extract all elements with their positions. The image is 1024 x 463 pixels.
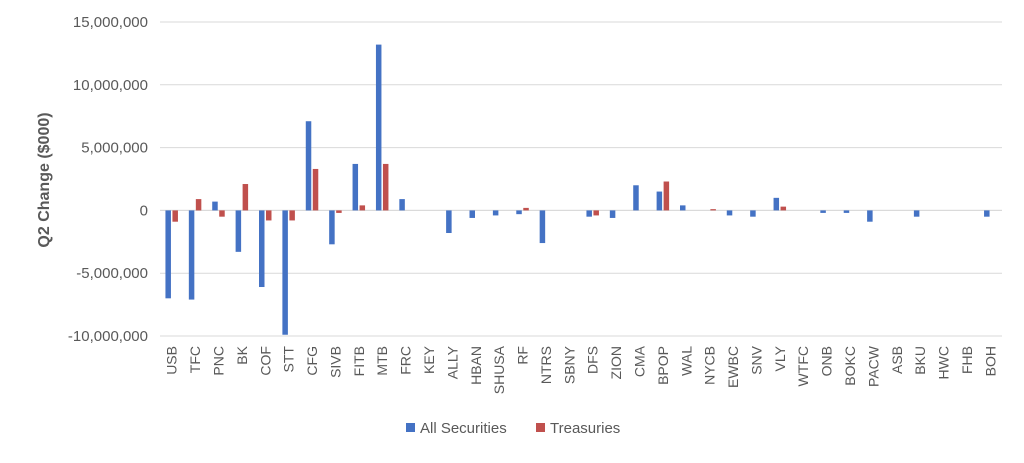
bar-all-securities-stt — [282, 210, 288, 335]
bar-treasuries-nycb — [710, 209, 716, 211]
bar-treasuries-cof — [266, 210, 272, 221]
x-axis-ticks: USB TFC PNC BK COF STT CFG SIVB FITB MTB FRC KEY ALL… — [164, 345, 999, 394]
x-tick-label: FHB — [959, 346, 975, 374]
legend-label-treasuries: Treasuries — [550, 420, 620, 437]
y-tick-label: -5,000,000 — [76, 265, 148, 282]
bar-all-securities-tfc — [188, 210, 195, 300]
bar-all-securities-ally — [446, 210, 452, 234]
bar-all-securities-vly — [773, 197, 780, 211]
x-tick-label: VLY — [772, 345, 788, 371]
x-tick-label: BOKC — [842, 346, 858, 386]
bar-treasuries-sivb — [336, 210, 342, 213]
x-tick-label: RF — [515, 346, 531, 365]
x-tick-label: ASB — [889, 346, 905, 374]
bar-all-securities-pacw — [867, 210, 873, 222]
bar-all-securities-onb — [820, 210, 826, 213]
x-tick-label: CMA — [631, 345, 647, 377]
x-tick-label: MTB — [374, 346, 390, 376]
bar-all-securities-pnc — [212, 201, 218, 211]
x-tick-label: FRC — [398, 346, 414, 375]
bar-all-securities-wal — [680, 205, 686, 211]
bar-all-securities-snv — [750, 210, 756, 217]
bar-all-securities-cma — [633, 185, 639, 211]
x-tick-label: BPOP — [655, 346, 671, 385]
bar-all-securities-cfg — [305, 121, 312, 211]
x-tick-label: HWC — [936, 346, 952, 379]
bar-treasuries-stt — [289, 210, 295, 221]
x-tick-label: SBNY — [561, 345, 577, 384]
x-tick-label: FITB — [351, 346, 367, 376]
bar-all-securities-bokc — [843, 210, 850, 213]
bar-treasuries-vly — [780, 206, 787, 211]
x-tick-label: COF — [257, 346, 273, 376]
bar-treasuries-fitb — [359, 205, 366, 211]
bar-all-securities-bpop — [656, 191, 663, 211]
bar-treasuries-tfc — [195, 199, 202, 211]
x-tick-label: CFG — [304, 346, 320, 376]
x-tick-label: PNC — [210, 346, 226, 376]
y-tick-label: 5,000,000 — [81, 140, 148, 157]
bar-treasuries-bpop — [663, 181, 670, 211]
x-tick-label: NTRS — [538, 346, 554, 384]
x-tick-label: USB — [164, 346, 180, 375]
legend-swatch-treasuries — [536, 423, 545, 432]
legend-label-all-securities: All Securities — [420, 420, 507, 437]
y-tick-label: 15,000,000 — [73, 14, 148, 31]
x-tick-label: NYCB — [702, 346, 718, 385]
bar-all-securities-dfs — [586, 210, 592, 217]
bar-all-securities-ewbc — [726, 210, 733, 216]
x-tick-label: SHUSA — [491, 345, 507, 394]
bar-treasuries-pnc — [219, 210, 225, 217]
grid-lines — [160, 21, 1002, 337]
bar-all-securities-boh — [984, 210, 990, 217]
x-tick-label: HBAN — [468, 346, 484, 385]
legend-swatch-all-securities — [406, 423, 415, 432]
x-tick-label: EWBC — [725, 346, 741, 388]
bar-all-securities-fitb — [352, 163, 359, 211]
bars — [165, 44, 990, 335]
x-tick-label: TFC — [187, 346, 203, 373]
legend: All Securities Treasuries — [406, 420, 620, 437]
bar-treasuries-cfg — [312, 168, 319, 211]
x-tick-label: STT — [281, 346, 297, 373]
bar-all-securities-hban — [469, 210, 475, 218]
y-tick-label: -10,000,000 — [68, 328, 148, 345]
y-axis-title: Q2 Change ($000) — [36, 112, 53, 247]
bar-all-securities-usb — [165, 210, 171, 299]
bar-all-securities-bku — [913, 210, 920, 217]
y-tick-label: 10,000,000 — [73, 77, 148, 94]
y-axis-ticks: 15,000,000 10,000,000 5,000,000 0 -5,000,000… — [68, 14, 148, 345]
x-tick-label: KEY — [421, 345, 437, 374]
bar-all-securities-cof — [259, 210, 265, 288]
x-tick-label: BOH — [982, 346, 998, 376]
x-tick-label: BKU — [912, 346, 928, 375]
bar-all-securities-zion — [609, 210, 616, 218]
x-tick-label: WAL — [678, 346, 694, 376]
bar-treasuries-bk — [242, 184, 249, 211]
x-tick-label: WTFC — [795, 346, 811, 386]
bar-treasuries-usb — [172, 210, 178, 222]
x-tick-label: ONB — [819, 346, 835, 376]
bar-all-securities-shusa — [492, 210, 499, 216]
bar-treasuries-dfs — [593, 210, 599, 216]
x-tick-label: PACW — [865, 345, 881, 387]
x-tick-label: SNV — [748, 345, 764, 374]
bar-all-securities-frc — [399, 199, 405, 211]
bar-all-securities-mtb — [375, 44, 382, 211]
x-tick-label: DFS — [585, 346, 601, 374]
bar-all-securities-sivb — [329, 210, 335, 245]
x-tick-label: BK — [234, 345, 250, 364]
y-tick-label: 0 — [140, 202, 148, 219]
bar-treasuries-rf — [523, 207, 529, 211]
x-tick-label: ALLY — [444, 345, 460, 379]
x-tick-label: SIVB — [327, 346, 343, 378]
bar-all-securities-ntrs — [539, 210, 546, 244]
bar-all-securities-bk — [235, 210, 242, 252]
bar-all-securities-rf — [516, 210, 522, 215]
bar-treasuries-mtb — [382, 163, 389, 211]
x-tick-label: ZION — [608, 346, 624, 379]
